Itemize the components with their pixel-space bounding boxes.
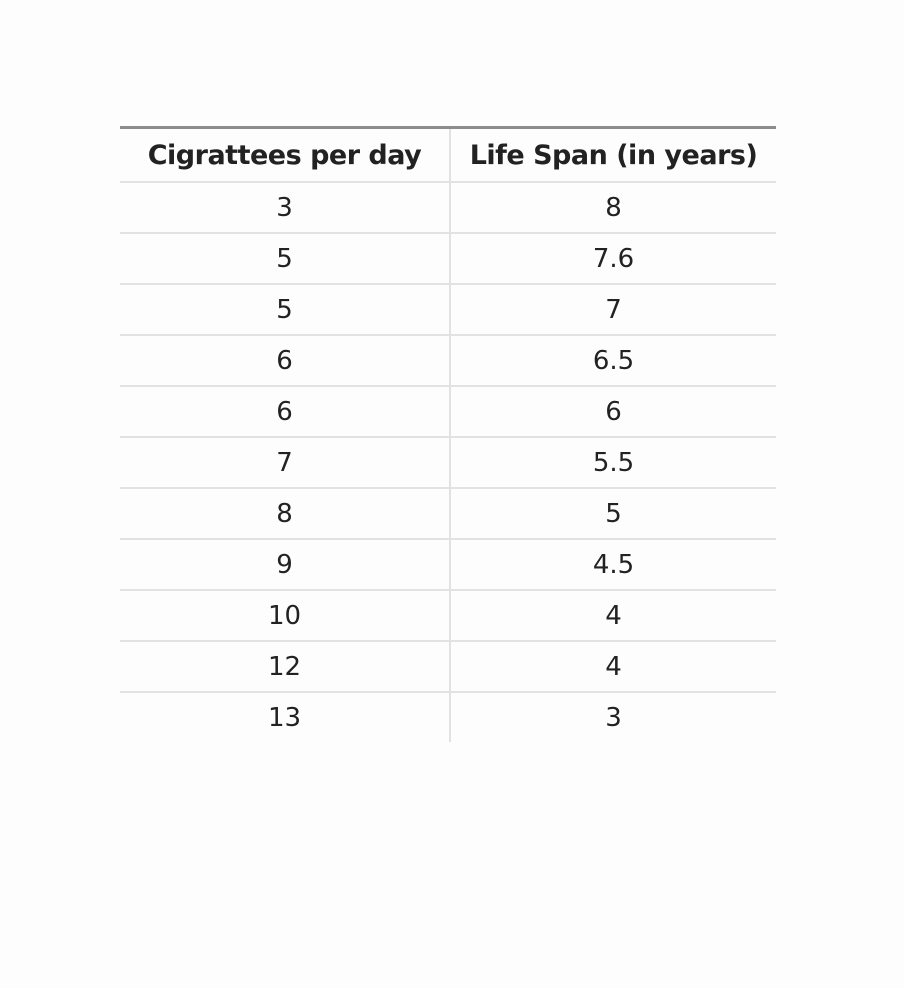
header-life-span: Life Span (in years) bbox=[450, 127, 776, 183]
cell-life-span: 4.5 bbox=[450, 539, 776, 591]
cell-life-span: 5.5 bbox=[450, 437, 776, 489]
cell-cigarettes: 5 bbox=[120, 233, 451, 285]
cell-life-span: 7 bbox=[450, 284, 776, 336]
data-table: Cigrattees per day Life Span (in years) … bbox=[120, 126, 776, 742]
cell-life-span: 4 bbox=[450, 590, 776, 642]
table-header: Cigrattees per day Life Span (in years) bbox=[120, 127, 776, 183]
table-row: 5 7.6 bbox=[120, 233, 776, 285]
table-row: 8 5 bbox=[120, 488, 776, 540]
cell-life-span: 6.5 bbox=[450, 335, 776, 387]
table-row: 7 5.5 bbox=[120, 437, 776, 489]
cell-cigarettes: 10 bbox=[120, 590, 451, 642]
cell-life-span: 7.6 bbox=[450, 233, 776, 285]
cell-life-span: 3 bbox=[605, 702, 622, 733]
table-row: 9 4.5 bbox=[120, 539, 776, 591]
cell-cigarettes: 5 bbox=[120, 284, 451, 336]
table-row: 10 4 bbox=[120, 590, 776, 642]
table-body: 3 8 5 7.6 5 7 6 6.5 6 6 7 5.5 bbox=[120, 182, 776, 742]
cell-cigarettes: 6 bbox=[120, 386, 451, 438]
cell-life-span: 8 bbox=[450, 182, 776, 234]
cell-cigarettes: 6 bbox=[120, 335, 451, 387]
table-row: 3 8 bbox=[120, 182, 776, 234]
header-row: Cigrattees per day Life Span (in years) bbox=[120, 127, 776, 183]
cell-cigarettes: 12 bbox=[120, 641, 451, 693]
cell-cigarettes: 9 bbox=[120, 539, 451, 591]
table-row: 13 3 bbox=[120, 692, 776, 742]
table-row: 5 7 bbox=[120, 284, 776, 336]
cell-cigarettes: 8 bbox=[120, 488, 451, 540]
cell-cigarettes: 7 bbox=[120, 437, 451, 489]
table-row: 6 6.5 bbox=[120, 335, 776, 387]
cell-life-span: 4 bbox=[450, 641, 776, 693]
data-table-container: Cigrattees per day Life Span (in years) … bbox=[120, 126, 776, 742]
cell-life-span: 5 bbox=[450, 488, 776, 540]
table-row: 12 4 bbox=[120, 641, 776, 693]
cell-life-span: 6 bbox=[450, 386, 776, 438]
cell-cigarettes: 3 bbox=[120, 182, 451, 234]
header-cigarettes-per-day: Cigrattees per day bbox=[120, 127, 451, 183]
table-row: 6 6 bbox=[120, 386, 776, 438]
cell-cigarettes: 13 bbox=[120, 692, 451, 742]
